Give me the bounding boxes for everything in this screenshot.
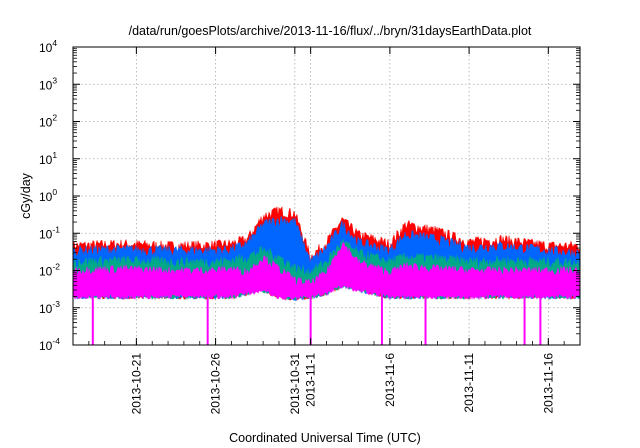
chart-title: /data/run/goesPlots/archive/2013-11-16/f… [129, 24, 532, 38]
x-axis-label: Coordinated Universal Time (UTC) [229, 431, 421, 445]
y-tick-label: 104 [39, 38, 57, 55]
series-band-3 [73, 242, 580, 301]
x-tick-label: 2013-11-11 [462, 353, 476, 413]
y-tick-label: 101 [39, 150, 57, 167]
series-layer [73, 206, 580, 345]
x-tick-label: 2013-11-16 [541, 353, 555, 414]
y-tick-label: 102 [39, 113, 57, 130]
grid-lines [73, 47, 580, 345]
y-tick-label: 10-4 [39, 336, 60, 353]
y-tick-label: 10-1 [39, 224, 60, 241]
y-tick-labels: 10-4 10-3 10-2 10-1 100 101 102 103 104 [39, 38, 60, 353]
x-tick-label: 2013-10-26 [209, 353, 223, 415]
y-axis-label: cGy/day [19, 172, 33, 219]
y-tick-label: 10-2 [39, 262, 60, 279]
x-tick-labels: 2013-10-21 2013-10-26 2013-10-31 2013-11-1 2… [129, 353, 555, 415]
x-tick-label: 2013-10-31 [288, 353, 302, 415]
x-tick-label: 2013-11-6 [383, 353, 397, 407]
x-tick-label: 2013-11-1 [304, 353, 318, 407]
x-tick-label: 2013-10-21 [129, 353, 143, 415]
y-tick-label: 100 [39, 187, 57, 204]
tick-marks [72, 46, 581, 346]
y-tick-label: 103 [39, 75, 57, 92]
y-tick-label: 10-3 [39, 299, 60, 316]
